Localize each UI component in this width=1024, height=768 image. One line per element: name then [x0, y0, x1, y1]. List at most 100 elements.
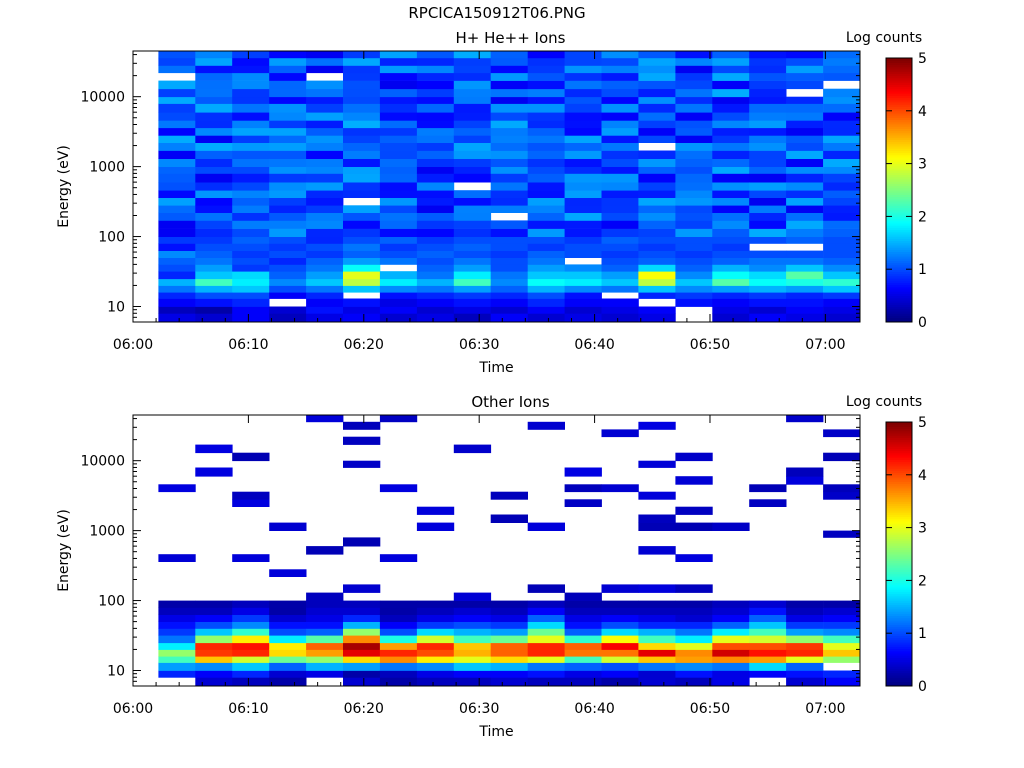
- heatmap-cell: [638, 271, 676, 280]
- heatmap-cell: [601, 127, 639, 136]
- colorbar-step: [886, 238, 912, 242]
- heatmap-cell: [527, 166, 565, 174]
- heatmap-cell: [232, 236, 270, 244]
- heatmap-cell: [269, 190, 307, 198]
- colorbar-step: [886, 595, 912, 599]
- heatmap-cell: [379, 166, 418, 174]
- heatmap-cell: [343, 285, 381, 293]
- heatmap-cells: [158, 51, 861, 323]
- heatmap-cell: [453, 298, 492, 307]
- heatmap-cell: [232, 452, 270, 462]
- heatmap-cell: [712, 306, 750, 314]
- colorbar-step: [886, 479, 912, 482]
- heatmap-cell: [416, 522, 455, 531]
- heatmap-cell: [527, 271, 565, 280]
- colorbar-step: [886, 483, 912, 487]
- heatmap-cell: [638, 491, 676, 500]
- heatmap-cell: [453, 57, 492, 66]
- heatmap-cell: [675, 452, 713, 462]
- heatmap-cell: [158, 65, 196, 74]
- heatmap-cell: [527, 112, 565, 121]
- heatmap-cell: [601, 285, 639, 293]
- heatmap-cell: [527, 313, 565, 323]
- colorbar-step: [886, 571, 912, 575]
- heatmap-cell: [416, 236, 455, 244]
- heatmap-cell: [823, 112, 861, 121]
- heatmap-cell: [786, 158, 824, 167]
- heatmap-cell: [379, 236, 418, 244]
- heatmap-cell: [232, 103, 270, 113]
- heatmap-cell: [786, 120, 824, 129]
- colorbar-step: [886, 547, 912, 551]
- heatmap-cell: [306, 51, 344, 59]
- colorbar-step: [886, 308, 912, 312]
- heatmap-cell: [416, 80, 455, 90]
- heatmap-cell: [638, 649, 676, 657]
- heatmap-cell: [232, 677, 270, 687]
- heatmap-cell: [675, 621, 713, 629]
- heatmap-cell: [823, 103, 861, 113]
- colorbar-step: [886, 670, 912, 674]
- colorbar-step: [886, 196, 912, 200]
- heatmap-cell: [749, 649, 787, 657]
- colorbar-tick-label: 2: [918, 209, 927, 225]
- colorbar-tick-label: 0: [918, 679, 927, 695]
- heatmap-cell: [527, 677, 565, 687]
- heatmap-cell: [379, 212, 418, 221]
- heatmap-cell: [564, 600, 602, 608]
- heatmap-cell: [379, 271, 418, 280]
- colorbar-step: [886, 659, 912, 663]
- heatmap-cell: [269, 278, 307, 286]
- heatmap-cell: [638, 158, 676, 167]
- heatmap-cell: [343, 257, 381, 265]
- heatmap-cell: [786, 51, 824, 59]
- heatmap-cell: [343, 436, 381, 445]
- heatmap-cell: [453, 150, 492, 159]
- heatmap-cell: [195, 150, 233, 159]
- heatmap-cell: [306, 220, 344, 229]
- heatmap-cell: [269, 182, 307, 191]
- colorbar-step: [886, 562, 912, 566]
- heatmap-cell: [490, 158, 528, 167]
- heatmap-cell: [306, 88, 344, 98]
- colorbar-step: [886, 637, 912, 641]
- heatmap-cell: [712, 243, 750, 251]
- heatmap-cell: [786, 228, 824, 237]
- heatmap-cell: [712, 72, 750, 81]
- heatmap-cell: [564, 670, 602, 678]
- heatmap-cell: [712, 649, 750, 657]
- heatmap-cell: [195, 635, 233, 644]
- heatmap-cell: [527, 264, 565, 272]
- heatmap-cell: [269, 197, 307, 206]
- heatmap-cell: [343, 112, 381, 121]
- heatmap-cell: [195, 57, 233, 66]
- x-tick-label: 06:50: [690, 701, 730, 717]
- colorbar-tick-label: 4: [918, 468, 927, 484]
- heatmap-cell: [823, 607, 861, 615]
- colorbar-step: [886, 214, 912, 217]
- heatmap-cell: [601, 250, 639, 258]
- heatmap-cell: [343, 656, 381, 663]
- heatmap-cell: [527, 80, 565, 90]
- heatmap-cell: [158, 120, 196, 129]
- heatmap-cell: [527, 135, 565, 143]
- colorbar-label: Log counts: [846, 394, 922, 410]
- heatmap-cell: [232, 212, 270, 221]
- colorbar-label: Log counts: [846, 30, 922, 46]
- heatmap-cell: [490, 197, 528, 206]
- heatmap-cell: [158, 600, 196, 608]
- colorbar-step: [886, 648, 912, 652]
- heatmap-cell: [675, 522, 713, 531]
- heatmap-cell: [601, 614, 639, 622]
- colorbar-step: [886, 450, 912, 454]
- heatmap-cell: [490, 166, 528, 174]
- colorbar-step: [886, 183, 912, 187]
- heatmap-cell: [232, 628, 270, 636]
- heatmap-cell: [269, 614, 307, 622]
- heatmap-cell: [675, 600, 713, 608]
- heatmap-cell: [490, 600, 528, 608]
- heatmap-cell: [195, 614, 233, 622]
- colorbar-step: [886, 291, 912, 294]
- heatmap-cell: [638, 546, 676, 555]
- heatmap-cell: [453, 628, 492, 636]
